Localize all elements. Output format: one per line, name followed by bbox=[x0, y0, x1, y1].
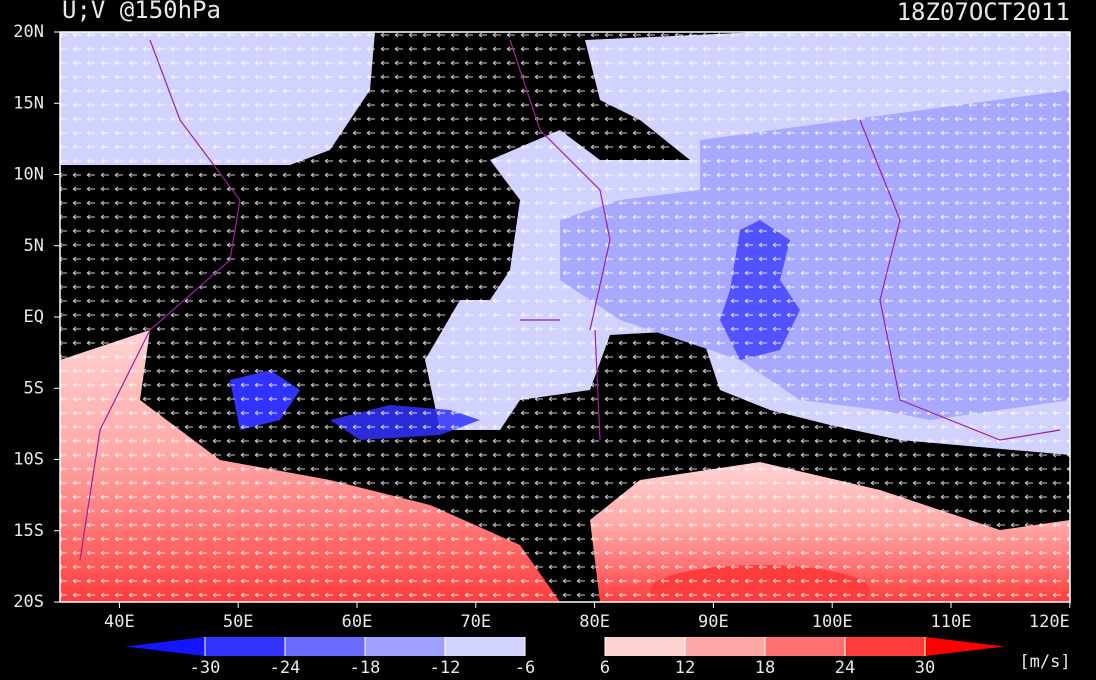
lat-label: 20S bbox=[13, 592, 44, 612]
lat-label: 5S bbox=[24, 378, 44, 398]
lat-label: 15N bbox=[13, 93, 44, 113]
lat-label: 15S bbox=[13, 521, 44, 541]
colorbar-arrow bbox=[125, 637, 205, 656]
lat-label: 10N bbox=[13, 165, 44, 185]
colorbar-label: 12 bbox=[675, 658, 695, 678]
lon-label: 90E bbox=[698, 612, 729, 632]
colorbar-label: 30 bbox=[915, 658, 935, 678]
colorbar-segment bbox=[365, 637, 445, 656]
colorbar-segment bbox=[765, 637, 845, 656]
colorbar-label: -30 bbox=[190, 658, 221, 678]
colorbar-segment bbox=[605, 637, 685, 656]
colorbar-segment bbox=[685, 637, 765, 656]
lon-label: 70E bbox=[460, 612, 491, 632]
lat-label: EQ bbox=[24, 307, 44, 327]
colorbar-segment bbox=[445, 637, 525, 656]
map-field bbox=[60, 32, 1070, 602]
colorbar-segment bbox=[285, 637, 365, 656]
colorbar-label: -12 bbox=[430, 658, 461, 678]
lat-label: 20N bbox=[13, 22, 44, 42]
lon-label: 60E bbox=[342, 612, 373, 632]
lon-label: 120E bbox=[1029, 612, 1070, 632]
map-title: U;V @150hPa bbox=[62, 0, 221, 24]
axis-labels: 20N 15N 10N 5N EQ 5S 10S 15S 20S 40E 50E 60E 70E 80E 9… bbox=[13, 22, 1071, 632]
colorbar-label: 18 bbox=[755, 658, 775, 678]
colorbar-label: -18 bbox=[350, 658, 381, 678]
colorbar-label: -6 bbox=[515, 658, 535, 678]
colorbar-segment bbox=[525, 637, 605, 656]
colorbar-segment bbox=[845, 637, 925, 656]
lon-label: 50E bbox=[223, 612, 254, 632]
lat-label: 5N bbox=[24, 236, 44, 256]
colorbar-label: -24 bbox=[270, 658, 301, 678]
lon-label: 80E bbox=[579, 612, 610, 632]
lon-label: 40E bbox=[104, 612, 135, 632]
lat-label: 10S bbox=[13, 450, 44, 470]
colorbar-arrow bbox=[925, 637, 1005, 656]
map-time: 18Z07OCT2011 bbox=[897, 0, 1070, 26]
colorbar-label: 6 bbox=[600, 658, 610, 678]
lon-label: 100E bbox=[812, 612, 853, 632]
colorbar-label: 24 bbox=[835, 658, 855, 678]
colorbar-unit: [m/s] bbox=[1019, 652, 1070, 672]
lon-label: 110E bbox=[931, 612, 972, 632]
colorbar-segment bbox=[205, 637, 285, 656]
colorbar: -30 -24 -18 -12 -6 6 12 18 24 30 [m/s] bbox=[125, 637, 1071, 678]
